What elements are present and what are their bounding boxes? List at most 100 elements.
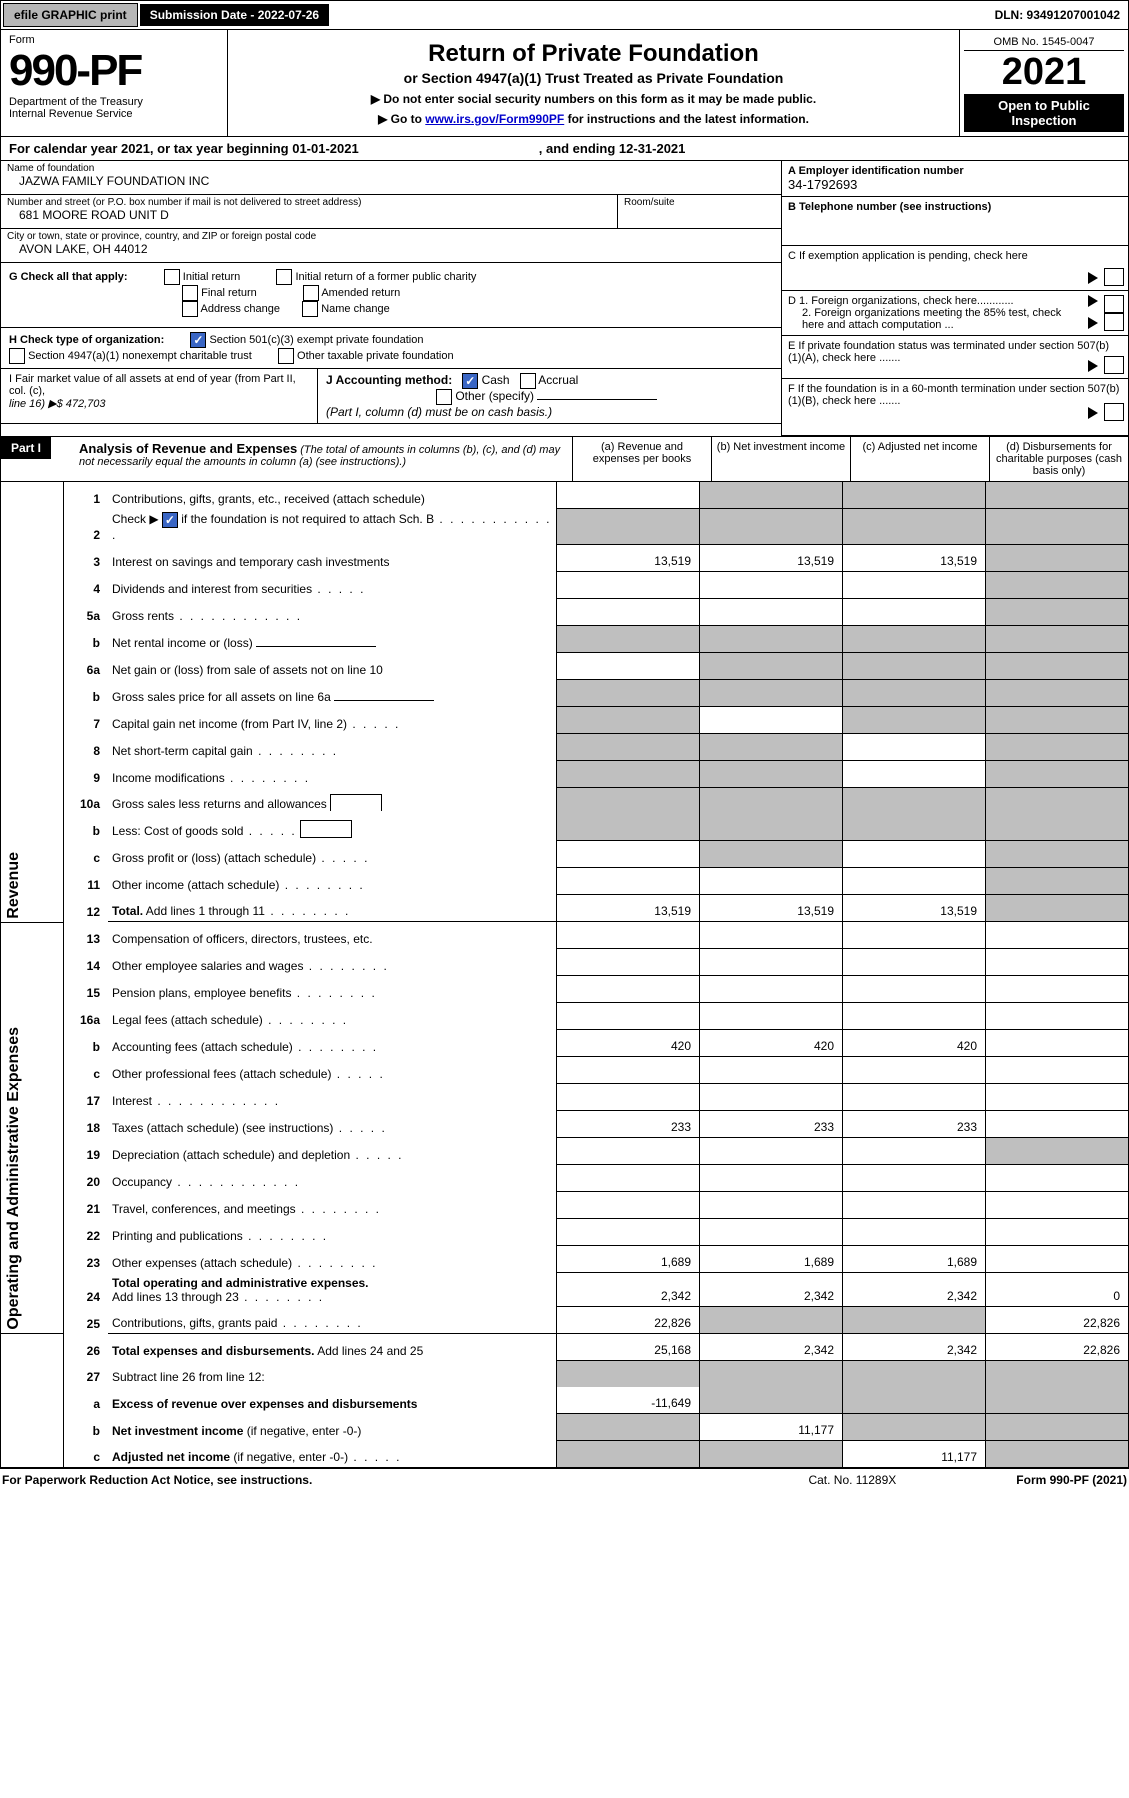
j-accrual: Accrual xyxy=(538,373,578,387)
line-num: 5a xyxy=(64,599,109,626)
r16b-c: 420 xyxy=(843,1030,986,1057)
r5b-desc: Net rental income or (loss) xyxy=(108,626,557,653)
form-label: Form xyxy=(9,34,219,46)
chk-f[interactable] xyxy=(1104,403,1124,421)
instr-pre: ▶ Go to xyxy=(378,112,425,126)
line-num: 1 xyxy=(64,482,109,509)
chk-schb[interactable] xyxy=(162,512,178,528)
tax-year: 2021 xyxy=(964,51,1124,94)
r4-desc: Dividends and interest from securities xyxy=(108,572,557,599)
g-label: G Check all that apply: xyxy=(9,271,128,283)
r16c-desc: Other professional fees (attach schedule… xyxy=(108,1057,557,1084)
r6b-desc: Gross sales price for all assets on line… xyxy=(108,680,557,707)
city-state-zip: AVON LAKE, OH 44012 xyxy=(7,242,775,256)
chk-other-method[interactable] xyxy=(436,389,452,405)
chk-e[interactable] xyxy=(1104,356,1124,374)
d1-label: D 1. Foreign organizations, check here..… xyxy=(788,295,1014,307)
r27a-a: -11,649 xyxy=(557,1387,700,1414)
line-num: c xyxy=(64,1441,109,1468)
r14-desc: Other employee salaries and wages xyxy=(108,949,557,976)
r18-desc: Taxes (attach schedule) (see instruction… xyxy=(108,1111,557,1138)
line-num: 10a xyxy=(64,788,109,815)
r25-desc: Contributions, gifts, grants paid xyxy=(108,1307,557,1334)
chk-accrual[interactable] xyxy=(520,373,536,389)
line-num: 13 xyxy=(64,922,109,949)
form-header: Form 990-PF Department of the Treasury I… xyxy=(0,30,1129,137)
line-num: c xyxy=(64,1057,109,1084)
chk-other-taxable[interactable] xyxy=(278,348,294,364)
chk-initial-return[interactable] xyxy=(164,269,180,285)
identity-grid: Name of foundation JAZWA FAMILY FOUNDATI… xyxy=(0,161,1129,436)
line-num: 6a xyxy=(64,653,109,680)
form-title: Return of Private Foundation xyxy=(236,40,951,68)
r16a-desc: Legal fees (attach schedule) xyxy=(108,1003,557,1030)
r23-desc: Other expenses (attach schedule) xyxy=(108,1246,557,1273)
r18-b: 233 xyxy=(700,1111,843,1138)
r8-desc: Net short-term capital gain xyxy=(108,734,557,761)
chk-name-change[interactable] xyxy=(302,301,318,317)
r3-a: 13,519 xyxy=(557,545,700,572)
line-num: 21 xyxy=(64,1192,109,1219)
line-num: 19 xyxy=(64,1138,109,1165)
r27c-desc: Adjusted net income (if negative, enter … xyxy=(108,1441,557,1468)
line-num: c xyxy=(64,841,109,868)
line-num: b xyxy=(64,680,109,707)
r21-desc: Travel, conferences, and meetings xyxy=(108,1192,557,1219)
r24-c: 2,342 xyxy=(843,1273,986,1307)
top-bar: efile GRAPHIC print Submission Date - 20… xyxy=(0,0,1129,30)
chk-c[interactable] xyxy=(1104,268,1124,286)
i-line: line 16) ▶$ 472,703 xyxy=(9,398,106,410)
chk-d2[interactable] xyxy=(1104,313,1124,331)
line-num: 24 xyxy=(64,1273,109,1307)
chk-final-return[interactable] xyxy=(182,285,198,301)
r1-desc: Contributions, gifts, grants, etc., rece… xyxy=(108,482,557,509)
h-o1: Section 501(c)(3) exempt private foundat… xyxy=(209,334,423,346)
r15-desc: Pension plans, employee benefits xyxy=(108,976,557,1003)
dln: DLN: 93491207001042 xyxy=(987,4,1128,26)
efile-print-button[interactable]: efile GRAPHIC print xyxy=(3,3,138,27)
line-num: 20 xyxy=(64,1165,109,1192)
r2-desc: Check ▶ if the foundation is not require… xyxy=(108,509,557,545)
irs-link[interactable]: www.irs.gov/Form990PF xyxy=(425,112,564,126)
r23-a: 1,689 xyxy=(557,1246,700,1273)
col-c-header: (c) Adjusted net income xyxy=(850,437,989,481)
chk-address-change[interactable] xyxy=(182,301,198,317)
col-a-header: (a) Revenue and expenses per books xyxy=(572,437,711,481)
ein: 34-1792693 xyxy=(788,177,857,192)
arrow-icon xyxy=(1088,317,1098,329)
open-inspection: Open to Public Inspection xyxy=(964,94,1124,132)
chk-initial-former[interactable] xyxy=(276,269,292,285)
line-num: 2 xyxy=(64,509,109,545)
r27a-desc: Excess of revenue over expenses and disb… xyxy=(108,1387,557,1414)
r27-desc: Subtract line 26 from line 12: xyxy=(108,1361,557,1388)
r24-a: 2,342 xyxy=(557,1273,700,1307)
line-num: b xyxy=(64,814,109,841)
chk-amended[interactable] xyxy=(303,285,319,301)
chk-d1[interactable] xyxy=(1104,295,1124,313)
f-label: F If the foundation is in a 60-month ter… xyxy=(788,383,1119,407)
omb-number: OMB No. 1545-0047 xyxy=(964,34,1124,51)
line-num: 18 xyxy=(64,1111,109,1138)
cat-no: Cat. No. 11289X xyxy=(808,1473,896,1487)
form-subtitle: or Section 4947(a)(1) Trust Treated as P… xyxy=(236,70,951,86)
chk-4947a1[interactable] xyxy=(9,348,25,364)
r3-b: 13,519 xyxy=(700,545,843,572)
expenses-label: Operating and Administrative Expenses xyxy=(5,1027,23,1330)
r27b-b: 11,177 xyxy=(700,1414,843,1441)
chk-cash[interactable] xyxy=(462,373,478,389)
room-label: Room/suite xyxy=(624,197,775,208)
g-o1: Initial return xyxy=(183,271,240,283)
addr-label: Number and street (or P.O. box number if… xyxy=(7,197,611,208)
r26-c: 2,342 xyxy=(843,1334,986,1361)
r23-b: 1,689 xyxy=(700,1246,843,1273)
line-num: 15 xyxy=(64,976,109,1003)
r27b-desc: Net investment income (if negative, ente… xyxy=(108,1414,557,1441)
r25-d: 22,826 xyxy=(986,1307,1129,1334)
g-o5: Amended return xyxy=(321,287,400,299)
r26-d: 22,826 xyxy=(986,1334,1129,1361)
line-num: 12 xyxy=(64,895,109,922)
r23-c: 1,689 xyxy=(843,1246,986,1273)
chk-501c3[interactable] xyxy=(190,332,206,348)
calendar-year-row: For calendar year 2021, or tax year begi… xyxy=(0,137,1129,161)
part1-header: Part I Analysis of Revenue and Expenses … xyxy=(0,436,1129,482)
